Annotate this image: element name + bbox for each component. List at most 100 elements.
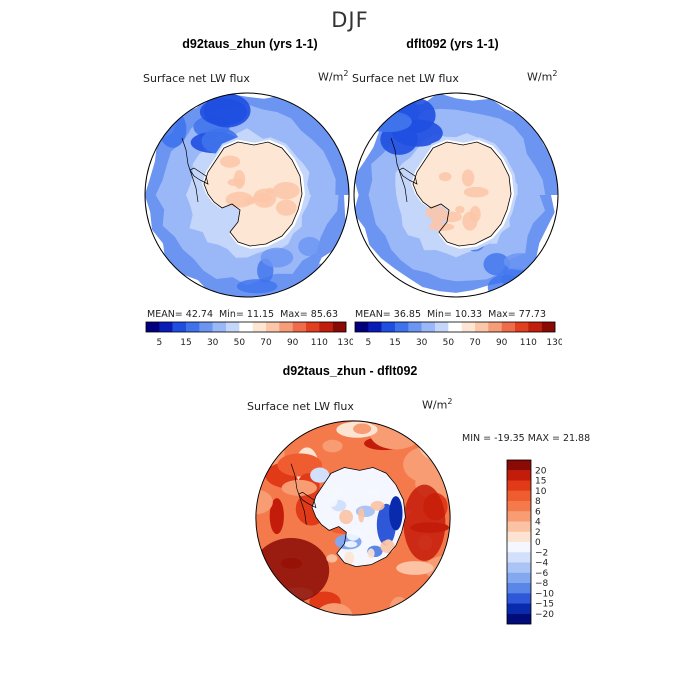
panel1-units-base: W/m xyxy=(318,70,344,84)
panel1-mean-label: MEAN= xyxy=(147,309,183,320)
colorbar-panel1-swatch xyxy=(306,322,320,332)
panel1-units: W/m2 xyxy=(318,69,348,84)
colorbar-panel2-swatch xyxy=(541,322,556,332)
field-patch xyxy=(358,507,365,523)
field-patch xyxy=(243,196,256,205)
field-patch xyxy=(260,247,294,268)
field-patch xyxy=(203,93,251,128)
field-patch xyxy=(301,263,334,283)
colorbar-panel3-swatch xyxy=(507,511,531,522)
colorbar-panel1-tick-label: 5 xyxy=(156,338,162,348)
colorbar-panel1-swatch xyxy=(186,322,200,332)
field-patch xyxy=(483,253,510,276)
field-patch xyxy=(438,172,452,182)
map-panel1-field xyxy=(145,93,349,297)
colorbar-panel1-tick-label: 130 xyxy=(337,338,353,348)
colorbar-panel1-swatch xyxy=(266,322,280,332)
colorbar-panel2-tick-label: 50 xyxy=(443,338,455,348)
colorbar-panel2-swatch xyxy=(501,322,516,332)
coastline-peninsula xyxy=(398,167,418,185)
field-patch xyxy=(255,423,291,446)
colorbar-panel2-swatch xyxy=(355,322,369,332)
colorbar-panel3-swatch xyxy=(507,613,531,625)
field-patch xyxy=(380,540,395,554)
field-patch xyxy=(425,205,447,220)
field-patch xyxy=(353,423,372,435)
colorbar-panel3-swatch xyxy=(507,593,531,604)
field-negative-patch xyxy=(310,467,330,483)
coastline-peninsula xyxy=(298,491,317,509)
map-panel3-field xyxy=(255,420,451,616)
colorbar-panel3-swatch xyxy=(507,460,531,471)
panel2-max-label: Max= xyxy=(488,309,516,320)
colorbar-panel3-swatch xyxy=(507,531,531,543)
colorbar-panel2-swatch xyxy=(368,322,382,332)
colorbar-panel3-tick-label: 8 xyxy=(535,497,541,507)
field-patch xyxy=(455,205,465,214)
colorbar-panel2-swatch xyxy=(515,322,529,332)
colorbar-panel1-swatch xyxy=(279,322,293,332)
panel1-min: 11.15 xyxy=(246,309,275,320)
panel1-variable-label: Surface net LW flux xyxy=(143,72,250,85)
field-patch xyxy=(275,199,297,216)
field-patch xyxy=(236,279,278,294)
field-patch xyxy=(428,222,455,231)
colorbar-panel1-swatch xyxy=(292,322,307,332)
colorbar-panel2-tick-label: 30 xyxy=(416,338,428,348)
colorbar-panel2-swatch xyxy=(395,322,409,332)
colorbar-panel1-swatch xyxy=(212,322,227,332)
panel2-units: W/m2 xyxy=(527,69,557,84)
colorbar-panel3-swatch xyxy=(507,490,531,502)
colorbar-panel1-swatch xyxy=(146,322,160,332)
colorbar-panel3-tick-label: −10 xyxy=(535,589,554,599)
colorbar-panel2: 5 15 30 50 70 90 110 130 xyxy=(354,321,562,348)
field-patch xyxy=(344,551,355,565)
map-panel1 xyxy=(144,92,350,298)
panel3-title: d92taus_zhun - dflt092 xyxy=(282,364,418,378)
field-patch xyxy=(220,155,241,168)
colorbar-panel3-tick-label: 6 xyxy=(535,507,541,517)
colorbar-panel1-swatch xyxy=(239,322,253,332)
field-patch xyxy=(252,188,277,208)
field-patch xyxy=(346,528,360,541)
colorbar-panel3-tick-label: 4 xyxy=(535,518,541,528)
field-patch xyxy=(339,509,353,525)
panel2-units-base: W/m xyxy=(527,70,553,84)
colorbar-panel3-swatch xyxy=(507,603,531,614)
map-panel3 xyxy=(255,420,451,616)
field-patch xyxy=(403,484,446,561)
field-continent xyxy=(413,142,511,246)
map-panel3-border xyxy=(255,420,451,616)
panel2-title: dflt092 (yrs 1-1) xyxy=(406,37,499,51)
colorbar-panel2-tick-label: 5 xyxy=(365,338,371,348)
field-patch xyxy=(462,211,478,231)
colorbar-panel3-swatch xyxy=(507,470,531,481)
panel2-min: 10.33 xyxy=(454,309,483,320)
colorbar-panel1-tick-label: 50 xyxy=(234,338,246,348)
panel1-title: d92taus_zhun (yrs 1-1) xyxy=(182,37,318,51)
map-panel2 xyxy=(353,92,559,298)
colorbar-panel2-swatch xyxy=(381,322,396,332)
figure-title: DJF xyxy=(331,8,369,32)
panel3-units-base: W/m xyxy=(422,398,448,412)
field-patch xyxy=(332,487,343,496)
colorbar-panel2-swatch xyxy=(408,322,422,332)
colorbar-panel3-tick-label: 0 xyxy=(535,538,541,548)
panel3-units: W/m2 xyxy=(422,397,452,412)
colorbar-panel3-swatch xyxy=(507,562,531,573)
panel2-mean-label: MEAN= xyxy=(355,309,391,320)
panel2-min-label: Min= xyxy=(427,309,452,320)
coastline-antarctica xyxy=(412,141,512,247)
colorbar-panel3-tick-label: −6 xyxy=(535,569,549,579)
colorbar-panel2-swatch xyxy=(461,322,476,332)
panel2-mean: 36.85 xyxy=(393,309,421,320)
colorbar-panel3-tick-label: 10 xyxy=(535,487,547,497)
field-patch xyxy=(327,494,338,507)
panel1-max: 85.63 xyxy=(310,309,338,320)
field-patch xyxy=(396,561,434,575)
colorbar-panel1-tick-label: 90 xyxy=(287,338,299,348)
colorbar-panel3-tick-label: 15 xyxy=(535,477,546,487)
colorbar-panel1-tick-label: 15 xyxy=(180,338,191,348)
field-patch xyxy=(326,554,338,563)
